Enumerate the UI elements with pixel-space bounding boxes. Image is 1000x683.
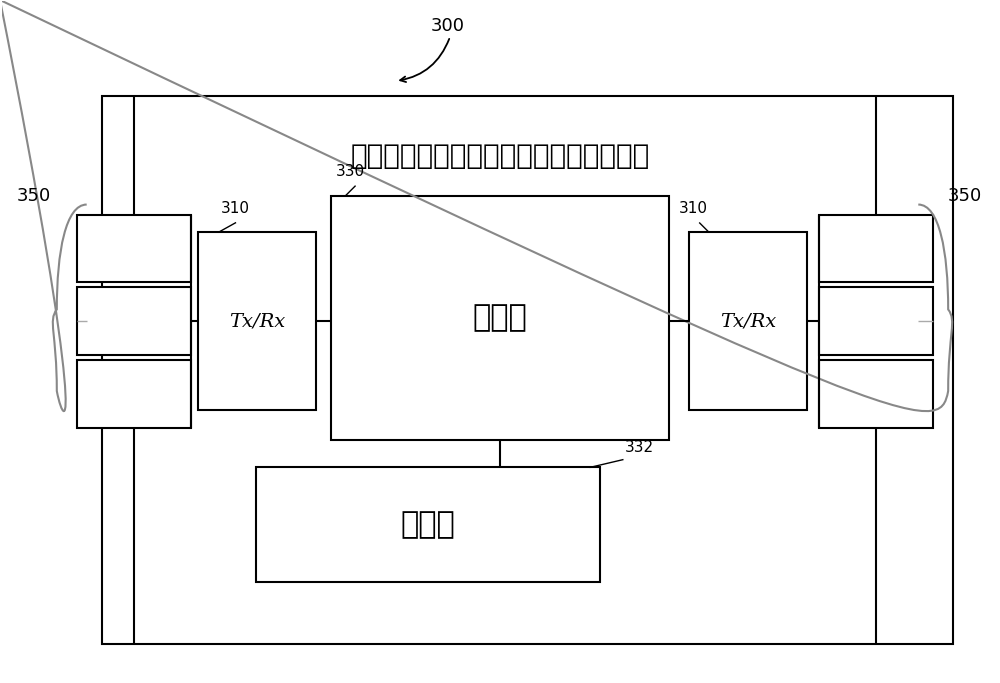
Bar (77, 214, 191, 282)
Bar (819, 360, 933, 428)
Text: 350: 350 (17, 186, 51, 205)
Text: 300: 300 (430, 17, 464, 36)
Bar (819, 288, 933, 355)
Text: 310: 310 (679, 201, 708, 216)
Bar (77, 360, 191, 428)
Bar (689, 232, 807, 410)
Text: 332: 332 (624, 440, 654, 455)
Text: Tx/Rx: Tx/Rx (229, 312, 285, 330)
Text: 310: 310 (221, 201, 250, 216)
Text: 350: 350 (948, 186, 982, 205)
Bar (77, 288, 191, 355)
Text: 存储器: 存储器 (400, 510, 455, 540)
Text: Tx/Rx: Tx/Rx (720, 312, 776, 330)
Bar (102, 96, 953, 644)
Text: 330: 330 (336, 164, 365, 179)
Bar (198, 232, 316, 410)
Bar (819, 214, 933, 282)
Text: 基于退火模拟和遗传算法的风机排布装置: 基于退火模拟和遗传算法的风机排布装置 (350, 142, 650, 170)
Bar (331, 195, 669, 440)
Text: 处理器: 处理器 (473, 303, 527, 332)
Bar (256, 467, 600, 582)
